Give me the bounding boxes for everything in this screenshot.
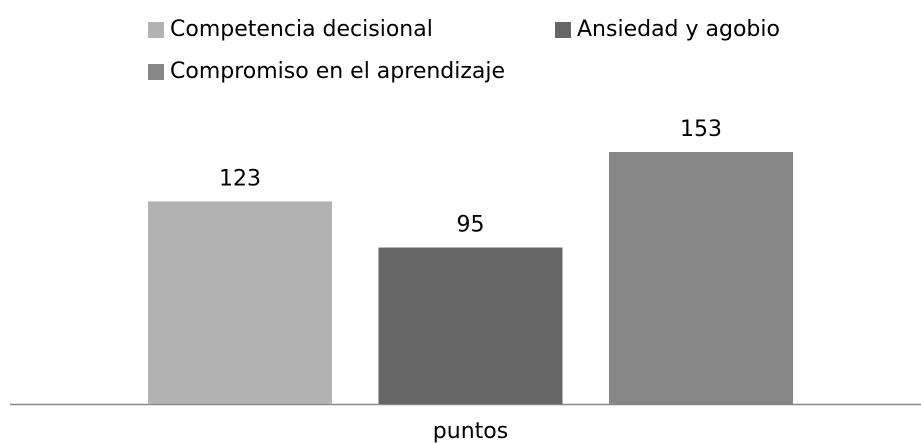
legend-label: Ansiedad y agobio [577,17,780,42]
bar [609,152,793,404]
legend-label: Compromiso en el aprendizaje [170,59,505,84]
data-label: 123 [219,166,261,191]
data-label: 95 [457,213,485,238]
bar [378,247,563,404]
legend-label: Competencia decisional [170,17,433,42]
legend-swatch [555,22,571,38]
bar [148,201,332,404]
x-tick-label: puntos [433,419,508,443]
legend-swatch [148,64,164,80]
legend-swatch [148,22,164,38]
data-label: 153 [680,117,722,142]
